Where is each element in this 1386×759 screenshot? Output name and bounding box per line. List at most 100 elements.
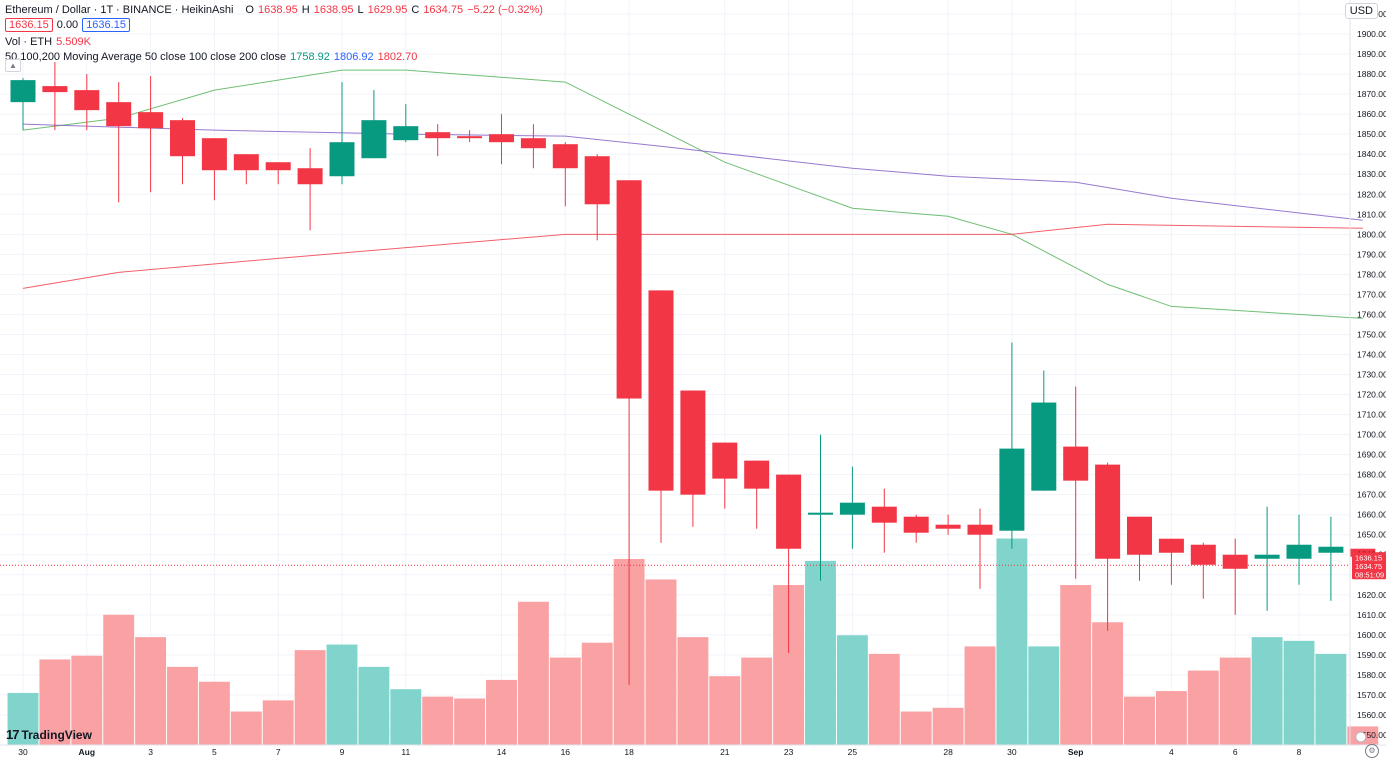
candle-body [170, 120, 195, 157]
volume-bar [1283, 640, 1315, 745]
spread-value: 0.00 [56, 19, 79, 31]
volume-bar [167, 666, 198, 745]
time-tick-label: 4 [1169, 747, 1174, 757]
volume-bar [996, 538, 1028, 745]
time-tick-label: 6 [1233, 747, 1238, 757]
candle-body [680, 390, 706, 495]
candle-body [1222, 554, 1248, 569]
volume-bar [900, 711, 932, 745]
volume-bar [103, 614, 135, 745]
bid-price-box[interactable]: 1636.15 [5, 18, 53, 32]
tradingview-logo-icon: 17 [6, 727, 20, 742]
volume-bar [390, 689, 422, 745]
price-tick-label: 1700.00 [1357, 430, 1386, 440]
time-tick-label: 5 [212, 747, 217, 757]
time-tick-label: 16 [561, 747, 571, 757]
volume-bar [868, 653, 900, 745]
volume-bars [7, 538, 1379, 745]
price-tick-label: 1710.00 [1357, 410, 1386, 420]
price-tick-label: 1830.00 [1357, 169, 1386, 179]
ohlc-close: 1634.75 [423, 4, 464, 16]
candle-body [552, 144, 578, 169]
lightning-icon[interactable] [1355, 731, 1367, 743]
candle-body [648, 290, 674, 491]
candle-body [1318, 546, 1344, 553]
tradingview-logo[interactable]: 17 TradingView [6, 727, 92, 742]
candle-body [520, 138, 546, 149]
candle-body [1254, 554, 1280, 559]
moving-average-lines [22, 69, 1363, 319]
candle-body [297, 168, 323, 185]
price-tick-label: 1860.00 [1357, 109, 1386, 119]
volume-bar [39, 659, 71, 745]
time-tick-label: 7 [276, 747, 281, 757]
ma-indicator-label[interactable]: 50,100,200 Moving Average 50 close 100 c… [5, 51, 287, 63]
price-tick-label: 1820.00 [1357, 189, 1386, 199]
price-tick-label: 1670.00 [1357, 490, 1386, 500]
volume-bar [1092, 622, 1124, 745]
volume-bar [964, 646, 996, 745]
ohlc-open-label: O [245, 4, 254, 16]
candle-body [10, 80, 36, 103]
price-tick-label: 1880.00 [1357, 69, 1386, 79]
settings-button[interactable]: ⚙ [1365, 744, 1379, 758]
volume-bar [262, 700, 294, 745]
price-axis[interactable]: 1550.00 1560.00 1570.00 1580.00 1590.00 1600.… [1349, 0, 1386, 745]
candle-body [1158, 538, 1184, 553]
price-tick-label: 1890.00 [1357, 49, 1386, 59]
gear-icon: ⚙ [1368, 746, 1376, 755]
price-tick-label: 1790.00 [1357, 249, 1386, 259]
time-axis[interactable]: 30 Aug 3 5 7 9 11 14 16 18 21 23 25 28 30 Sep 4 6 8 [0, 744, 1386, 757]
symbol-title[interactable]: Ethereum / Dollar · 1T · BINANCE · Heiki… [5, 4, 234, 16]
volume-label[interactable]: Vol · ETH [5, 36, 53, 48]
candle-body [361, 120, 387, 159]
time-tick-label: 9 [340, 747, 345, 757]
ohlc-open: 1638.95 [257, 4, 298, 16]
time-tick-label: 28 [943, 747, 953, 757]
price-tick-label: 1810.00 [1357, 209, 1386, 219]
candle-body [1095, 464, 1121, 559]
price-tick-label: 1720.00 [1357, 390, 1386, 400]
last-price-label: 1636.15 [1355, 553, 1382, 562]
price-tick-label: 1580.00 [1357, 670, 1386, 680]
currency-selector[interactable]: USD [1344, 3, 1378, 19]
candle-body [999, 448, 1025, 531]
volume-bar [326, 644, 358, 745]
price-tick-label: 1740.00 [1357, 349, 1386, 359]
price-tick-label: 1590.00 [1357, 650, 1386, 660]
volume-bar [71, 655, 103, 745]
symbol-legend[interactable]: Ethereum / Dollar · 1T · BINANCE · Heiki… [5, 3, 543, 64]
volume-bar [198, 681, 230, 745]
volume-bar [1315, 653, 1347, 745]
candle-body [1286, 544, 1312, 559]
price-tick-label: 1690.00 [1357, 450, 1386, 460]
time-tick-label: Aug [79, 747, 96, 757]
price-tick-label: 1620.00 [1357, 590, 1386, 600]
candle-body [42, 86, 68, 93]
ohlc-low: 1629.95 [367, 4, 408, 16]
time-tick-label: 30 [18, 747, 28, 757]
candlesticks [10, 62, 1376, 685]
ohlc-close-label: C [411, 4, 420, 16]
price-tick-label: 1780.00 [1357, 269, 1386, 279]
ask-price-box[interactable]: 1636.15 [82, 18, 130, 32]
price-tick-label: 1800.00 [1357, 229, 1386, 239]
volume-bar [486, 679, 517, 745]
volume-bar [677, 637, 709, 745]
candle-body [584, 156, 610, 205]
volume-bar [741, 657, 773, 745]
volume-value: 5.509K [56, 36, 91, 48]
price-tick-label: 1660.00 [1357, 510, 1386, 520]
price-tick-label: 1570.00 [1357, 690, 1386, 700]
legend-collapse-button[interactable]: ▲ [5, 59, 21, 72]
price-tick-label: 1650.00 [1357, 530, 1386, 540]
price-tick-label: 1680.00 [1357, 470, 1386, 480]
candle-body [1063, 446, 1089, 481]
price-tick-label: 1730.00 [1357, 370, 1386, 380]
candle-body [776, 474, 802, 549]
candle-body [74, 90, 100, 111]
volume-bar [1219, 657, 1251, 745]
candle-body [744, 460, 770, 489]
